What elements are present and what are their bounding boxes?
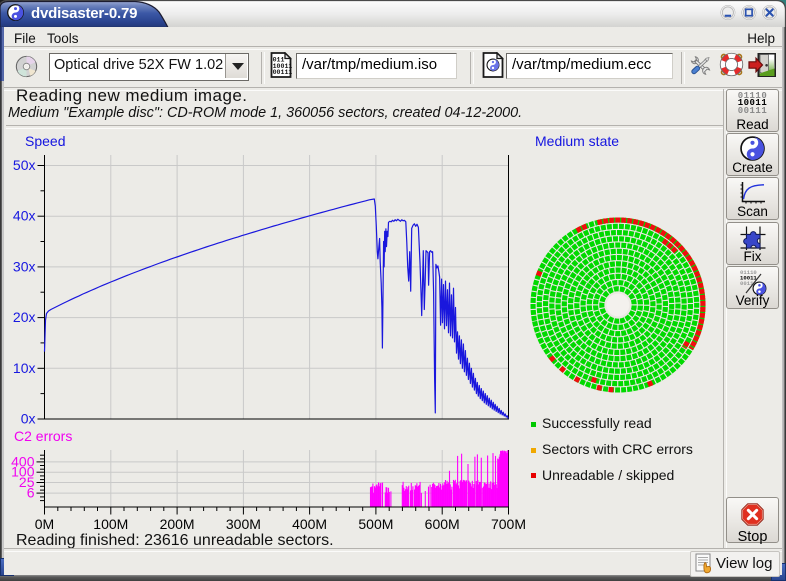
svg-text:01110: 01110: [740, 269, 757, 276]
svg-text:10011: 10011: [273, 63, 292, 70]
svg-text:00111: 00111: [740, 280, 757, 287]
svg-text:00111: 00111: [273, 69, 292, 76]
svg-text:10011: 10011: [740, 275, 757, 282]
svg-text:011: 011: [273, 57, 285, 64]
